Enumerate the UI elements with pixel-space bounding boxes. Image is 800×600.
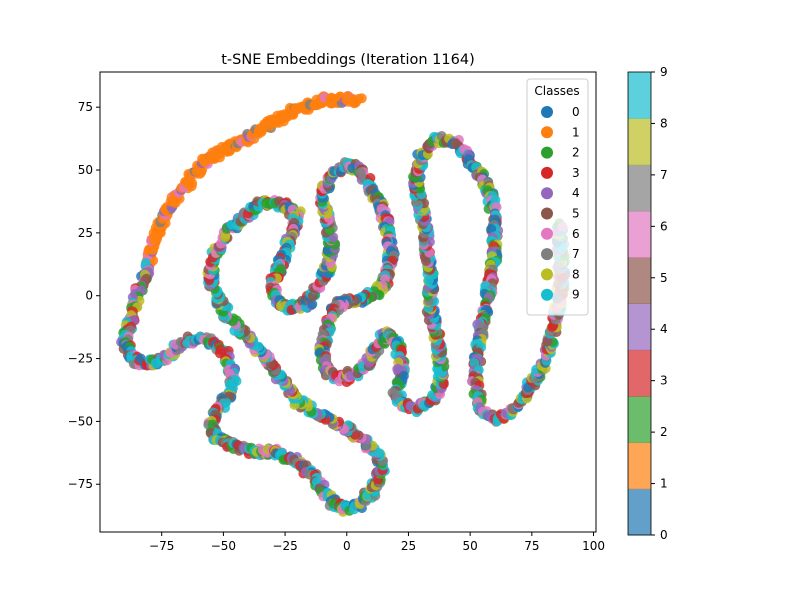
legend-title: Classes	[534, 84, 579, 98]
x-tick-label: 100	[582, 539, 605, 553]
plot-area-frame	[99, 71, 597, 533]
colorbar-segment	[628, 303, 651, 351]
scatter-point	[348, 94, 359, 105]
scatter-points	[116, 90, 571, 517]
colorbar-tick-label: 9	[660, 65, 668, 79]
legend-label: 7	[572, 247, 580, 261]
colorbar-tick-label: 2	[660, 425, 668, 439]
x-tick-label: 0	[343, 539, 351, 553]
colorbar-tick-label: 4	[660, 322, 668, 336]
legend-label: 9	[572, 288, 580, 302]
x-tick-label: 25	[401, 539, 416, 553]
legend-label: 3	[572, 166, 580, 180]
y-tick-label: 75	[78, 100, 93, 114]
legend-label: 5	[572, 207, 580, 221]
x-tick-label: −25	[272, 539, 297, 553]
x-axis: −75 −50 −25 0 25 50 75 100	[149, 532, 605, 553]
scatter-point	[144, 244, 155, 255]
x-tick-label: −50	[211, 539, 236, 553]
colorbar-segment	[628, 164, 651, 212]
y-tick-label: −25	[68, 352, 93, 366]
legend-marker	[541, 126, 553, 139]
legend-marker	[541, 207, 553, 220]
legend-label: 2	[572, 146, 580, 160]
legend-marker	[541, 187, 553, 200]
legend-label: 0	[572, 105, 580, 119]
colorbar-segment	[628, 210, 651, 258]
colorbar-segment	[628, 349, 651, 397]
legend-label: 6	[572, 227, 580, 241]
colorbar-segment	[628, 442, 651, 490]
colorbar-segment	[628, 72, 651, 119]
legend-items: 0 1 2 3 4 5 6 7 8 9	[541, 105, 580, 302]
colorbar-tick-label: 1	[660, 477, 668, 491]
colorbar-segment	[628, 257, 651, 304]
legend-marker	[541, 166, 553, 179]
x-tick-label: 75	[524, 539, 539, 553]
legend-label: 1	[572, 125, 580, 139]
legend-marker	[541, 248, 553, 261]
x-tick-label: 50	[463, 539, 478, 553]
colorbar-tick-label: 8	[660, 116, 668, 130]
legend-marker	[541, 227, 553, 240]
x-tick-label: −75	[149, 539, 174, 553]
colorbar: 0 1 2 3 4 5 6 7 8 9	[627, 65, 668, 542]
colorbar-tick-label: 7	[660, 168, 668, 182]
scatter-point	[215, 344, 226, 355]
legend-marker	[541, 268, 553, 281]
legend-label: 4	[572, 186, 580, 200]
colorbar-segments	[628, 72, 651, 536]
legend-label: 8	[572, 267, 580, 281]
y-tick-label: 50	[78, 163, 93, 177]
colorbar-tick-label: 3	[660, 374, 668, 388]
legend-marker	[541, 146, 553, 159]
colorbar-tick-label: 0	[660, 528, 668, 542]
colorbar-tick-label: 6	[660, 219, 668, 233]
colorbar-segment	[628, 396, 651, 443]
y-tick-label: 25	[78, 226, 93, 240]
chart-title: t-SNE Embeddings (Iteration 1164)	[221, 52, 474, 68]
legend: Classes 0 1 2 3 4 5 6 7 8 9	[526, 78, 589, 316]
colorbar-ticks: 0 1 2 3 4 5 6 7 8 9	[651, 65, 668, 542]
y-axis: −75 −50 −25 0 25 50 75	[68, 100, 100, 491]
y-tick-label: 0	[85, 289, 93, 303]
colorbar-tick-label: 5	[660, 271, 668, 285]
legend-marker	[541, 106, 553, 118]
legend-marker	[541, 288, 553, 301]
colorbar-segment	[628, 488, 651, 536]
scatter-point	[356, 93, 367, 104]
y-tick-label: −50	[68, 414, 93, 428]
y-tick-label: −75	[68, 477, 93, 491]
colorbar-segment	[628, 118, 651, 166]
scatter-point	[542, 336, 553, 347]
colorbar-frame	[627, 71, 652, 536]
